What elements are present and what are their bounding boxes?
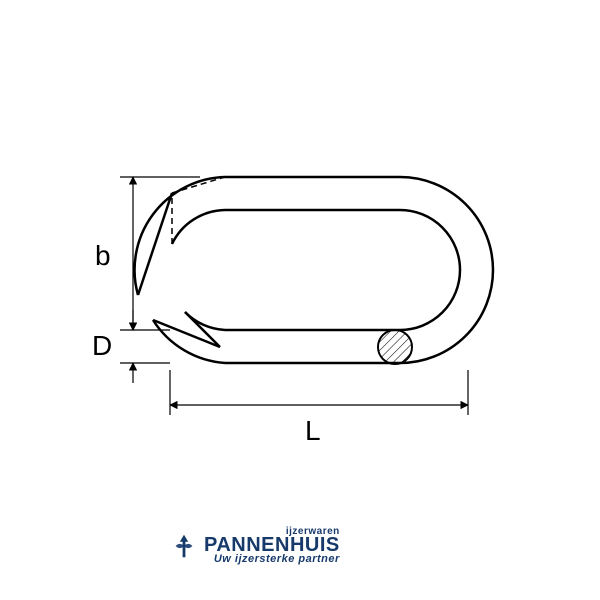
dimension-L — [170, 370, 468, 415]
logo-line2: PANNENHUIS — [204, 535, 340, 555]
cross-section-circle — [378, 330, 412, 364]
brand-logo: ijzerwaren PANNENHUIS Uw ijzersterke par… — [170, 526, 340, 565]
dimension-D — [120, 310, 170, 383]
dimension-b — [120, 177, 200, 330]
label-b: b — [95, 240, 111, 272]
logo-icon — [170, 532, 198, 560]
label-L: L — [305, 415, 321, 447]
logo-line3: Uw ijzersterke partner — [204, 553, 340, 565]
label-D: D — [92, 330, 112, 362]
diagram-canvas — [0, 0, 600, 600]
chain-link — [135, 177, 493, 363]
